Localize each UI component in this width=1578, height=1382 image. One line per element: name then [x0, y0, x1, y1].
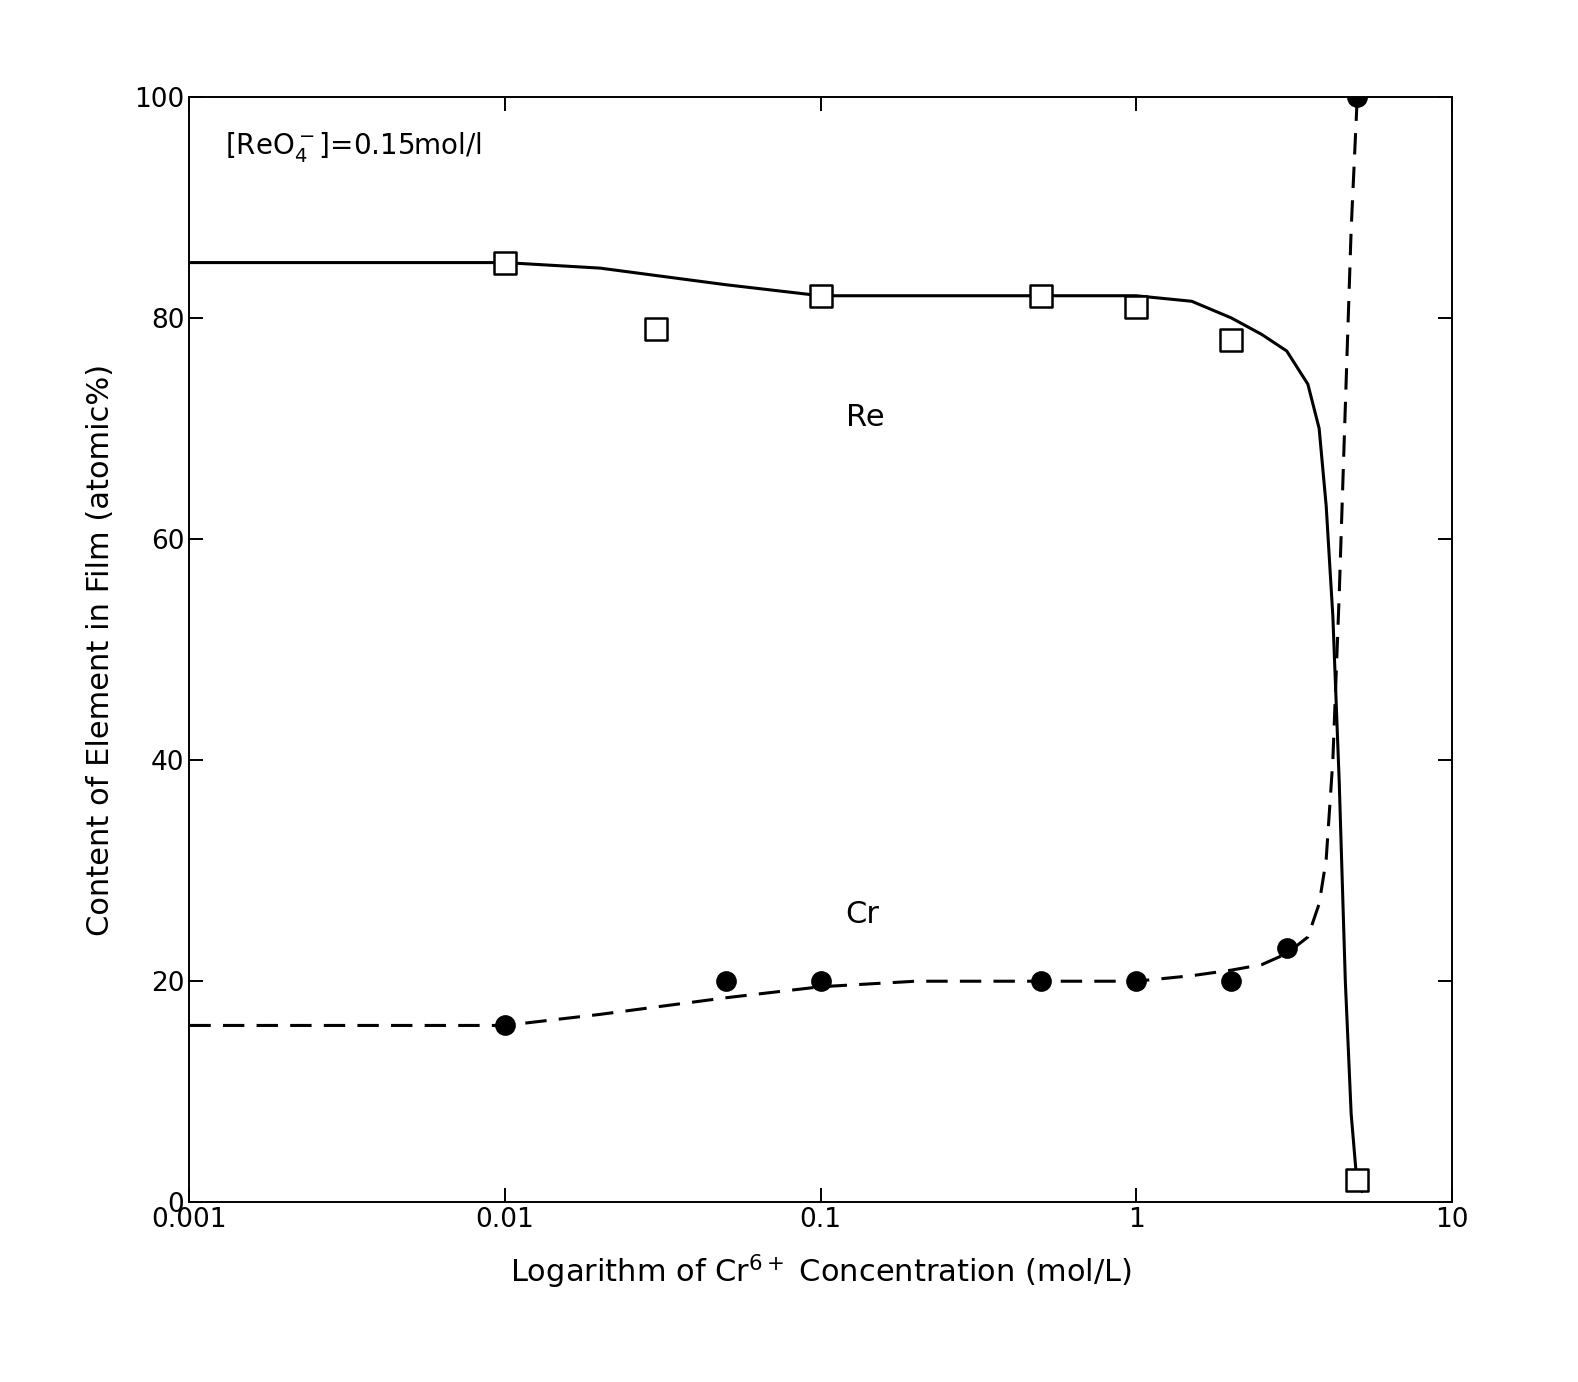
Point [1124, 296, 1149, 318]
Point [1344, 86, 1370, 108]
Point [1218, 970, 1243, 992]
Point [1344, 1169, 1370, 1191]
Point [1029, 285, 1054, 307]
Point [808, 285, 833, 307]
Point [492, 1014, 518, 1036]
Text: Re: Re [846, 404, 884, 431]
Point [713, 970, 739, 992]
Text: $[\mathrm{ReO}_4^-]$=0.15mol/l: $[\mathrm{ReO}_4^-]$=0.15mol/l [226, 130, 481, 164]
Point [642, 318, 667, 340]
Point [808, 970, 833, 992]
Point [1124, 970, 1149, 992]
Point [492, 252, 518, 274]
X-axis label: Logarithm of Cr$^{6+}$ Concentration (mol/L): Logarithm of Cr$^{6+}$ Concentration (mo… [510, 1252, 1131, 1291]
Point [1029, 970, 1054, 992]
Point [1218, 329, 1243, 351]
Point [1273, 937, 1299, 959]
Y-axis label: Content of Element in Film (atomic%): Content of Element in Film (atomic%) [85, 363, 115, 936]
Text: Cr: Cr [846, 901, 879, 929]
